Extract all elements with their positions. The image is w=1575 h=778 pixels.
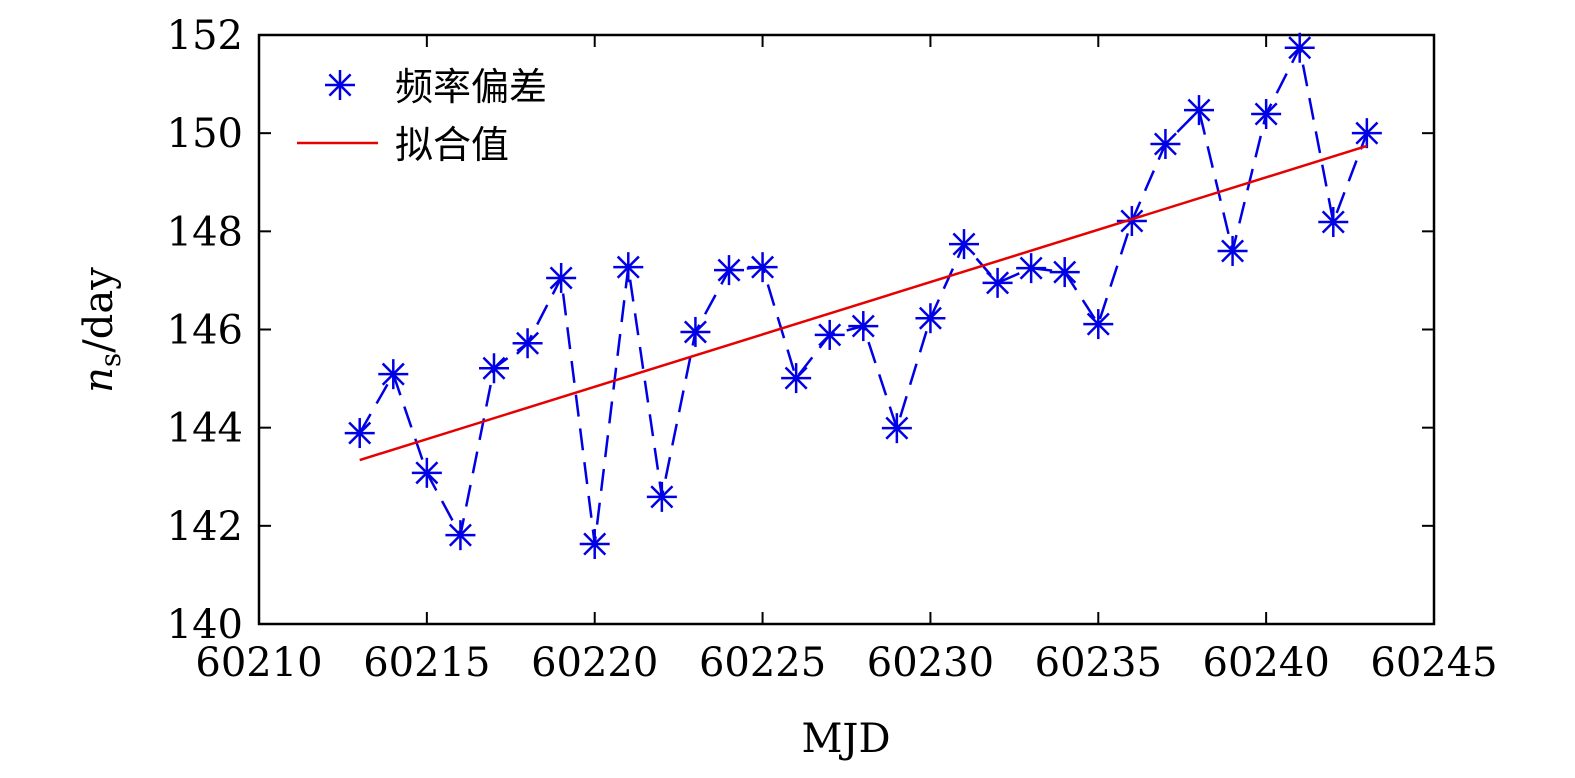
data-point-star [445, 520, 476, 551]
data-point-star [1318, 207, 1349, 238]
y-axis-label-sub: s [94, 353, 127, 367]
data-point-star [848, 311, 879, 342]
x-tick-label: 60240 [1203, 640, 1330, 686]
data-point-star [1217, 235, 1248, 266]
y-tick-label: 140 [167, 602, 243, 648]
x-tick-label: 60235 [1035, 640, 1162, 686]
y-tick-label: 150 [167, 111, 243, 157]
data-point-star [680, 316, 711, 347]
data-point-star [646, 481, 677, 512]
y-tick-label: 146 [167, 308, 243, 354]
data-point-star [1016, 253, 1047, 284]
data-point-star [579, 528, 610, 559]
series-line-1 [359, 144, 1368, 462]
legend-star [325, 70, 355, 100]
data-point-star [714, 255, 744, 286]
data-point-star [915, 303, 946, 334]
x-tick-label: 60210 [195, 640, 322, 686]
data-point-star [982, 267, 1013, 298]
data-point-star [479, 353, 509, 384]
y-tick-label: 144 [167, 406, 243, 452]
y-axis-label: ns/day [76, 267, 127, 393]
data-point-star [1150, 128, 1181, 159]
x-tick-label: 60225 [699, 640, 826, 686]
data-point-star [814, 319, 845, 350]
legend-marker-star-icon [325, 70, 355, 100]
data-point-star [881, 413, 912, 444]
data-point-star [1251, 99, 1282, 130]
x-tick-label: 60220 [531, 640, 658, 686]
y-tick-label: 152 [167, 13, 243, 59]
data-point-star [1351, 118, 1382, 149]
data-point-star [378, 359, 409, 390]
y-tick-label: 148 [167, 209, 243, 255]
legend-label-1: 拟合值 [395, 123, 509, 167]
data-point-star [949, 229, 979, 260]
y-tick-label: 142 [167, 504, 243, 550]
data-point-star [613, 252, 644, 283]
x-tick-label: 60245 [1370, 640, 1497, 686]
legend-label-0: 频率偏差 [395, 65, 547, 109]
data-point-star [781, 363, 812, 394]
data-point-star [411, 457, 442, 488]
data-point-star [344, 418, 375, 449]
data-point-star [1184, 95, 1214, 126]
data-point-star [546, 262, 577, 293]
x-tick-label: 60215 [363, 640, 490, 686]
x-tick-label: 60230 [867, 640, 994, 686]
data-point-star [1116, 206, 1147, 237]
data-point-star [1284, 32, 1315, 63]
data-point-star [747, 252, 778, 283]
data-point-star [512, 328, 543, 359]
data-point-star [1049, 257, 1080, 288]
y-axis-label-main: n [76, 367, 122, 393]
legend: 频率偏差 拟合值 [297, 65, 547, 167]
y-axis-label-unit: /day [76, 267, 122, 353]
data-point-star [1083, 309, 1114, 340]
x-axis-label: MJD [801, 716, 890, 762]
